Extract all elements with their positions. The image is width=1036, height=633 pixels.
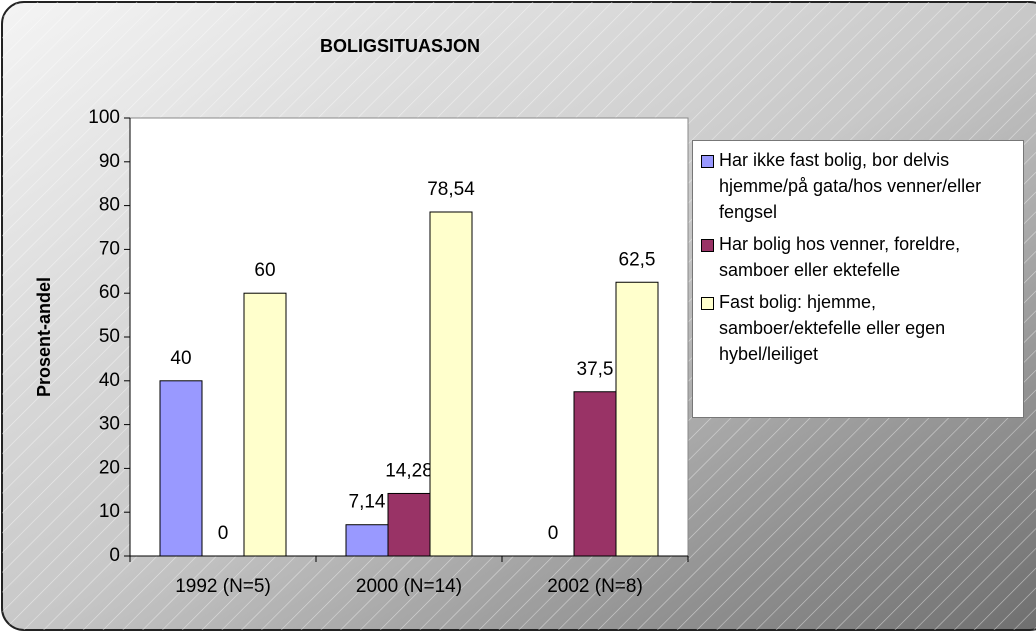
y-tick-label: 80 [99,195,120,216]
legend-swatch [701,239,714,252]
legend-swatch [701,155,714,168]
legend: Har ikke fast bolig, bor delvis hjemme/p… [692,140,1024,418]
y-tick-label: 60 [99,282,120,303]
legend-entry: Fast bolig: hjemme, samboer/ektefelle el… [701,289,1019,367]
y-tick-label: 100 [88,107,120,128]
bar [387,492,431,557]
legend-swatch [701,297,714,310]
y-tick-label: 20 [99,457,120,478]
legend-entry: Har ikke fast bolig, bor delvis hjemme/p… [701,147,1019,225]
y-tick-label: 40 [99,370,120,391]
x-tick-label: 2002 (N=8) [547,576,643,597]
y-tick-label: 10 [99,501,120,522]
value-label: 62,5 [619,249,656,270]
bar [615,281,659,557]
value-label: 40 [170,348,191,369]
y-tick-label: 30 [99,414,120,435]
legend-label: Har ikke fast bolig, bor delvis hjemme/p… [719,150,982,222]
value-label: 60 [254,260,275,281]
chart-title: BOLIGSITUASJON [320,36,480,56]
x-tick-label: 2000 (N=14) [356,576,462,597]
y-tick-label: 0 [109,545,120,566]
y-tick-label: 70 [99,238,120,259]
y-axis-label: Prosent-andel [34,277,54,397]
x-tick-label: 1992 (N=5) [175,576,271,597]
value-label: 0 [218,523,229,544]
value-label: 7,14 [349,492,386,513]
y-tick-label: 50 [99,326,120,347]
legend-label: Har bolig hos venner, foreldre, samboer … [719,234,961,280]
legend-label: Fast bolig: hjemme, samboer/ektefelle el… [719,292,946,364]
value-label: 78,54 [427,179,475,200]
bar [159,380,203,557]
bar [573,391,617,557]
value-label: 37,5 [577,359,614,380]
bar [345,524,389,557]
bar [429,211,473,557]
legend-entry: Har bolig hos venner, foreldre, samboer … [701,231,1019,283]
bar [243,292,287,557]
value-label: 14,28 [385,460,433,481]
y-tick-label: 90 [99,151,120,172]
value-label: 0 [548,523,559,544]
